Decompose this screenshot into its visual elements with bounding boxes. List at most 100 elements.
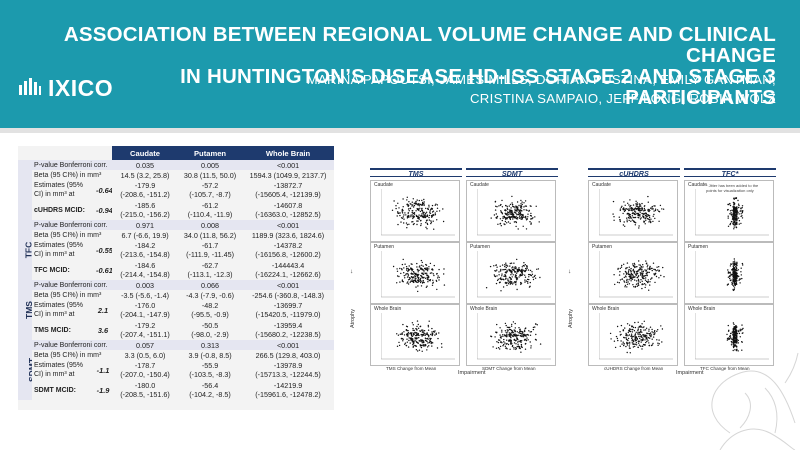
scatter-point — [496, 323, 498, 326]
scatter-point — [735, 216, 737, 218]
pvalue-cell: 0.008 — [178, 220, 243, 230]
scatter-point — [730, 263, 732, 265]
scatter-point — [740, 267, 742, 269]
estimate-ci: (-105.7, -8.7) — [189, 190, 231, 199]
scatter-point — [628, 273, 631, 275]
scatter-point — [435, 333, 437, 335]
scatter-point — [630, 335, 633, 337]
scatter-point — [637, 333, 639, 335]
scatter-point — [508, 205, 510, 207]
scatter-point — [504, 278, 507, 280]
scatter-point — [503, 341, 505, 343]
scatter-point — [511, 270, 513, 272]
scatter-point — [511, 283, 514, 285]
scatter-point — [638, 335, 640, 338]
scatter-point — [642, 343, 645, 346]
scatter-point — [525, 335, 527, 337]
scatter-point — [510, 216, 512, 219]
scatter-point — [616, 337, 619, 340]
scatter-point — [641, 348, 643, 350]
scatter-point — [524, 276, 527, 278]
scatter-point — [399, 333, 401, 335]
scatter-point — [407, 208, 410, 210]
scatter-point — [634, 334, 636, 337]
scatter-point — [495, 282, 498, 285]
scatter-point — [729, 210, 732, 212]
scatter-point — [416, 273, 419, 276]
scatter-point — [421, 199, 423, 202]
scatter-point — [639, 203, 641, 206]
scatter-point — [427, 275, 430, 277]
scatter-point — [640, 205, 642, 207]
scatter-point — [396, 282, 398, 284]
scatter-point — [734, 269, 737, 271]
scatter-point — [648, 342, 650, 344]
beta-cell: 1189.9 (323.6, 1824.6) — [251, 230, 325, 240]
scatter-panel: Caudate — [466, 180, 556, 242]
scatter-point — [426, 215, 429, 217]
scatter-point — [417, 277, 420, 280]
scatter-point — [406, 199, 408, 201]
scatter-point — [398, 341, 400, 344]
scatter-point — [510, 343, 512, 345]
scatter-point — [620, 266, 623, 268]
scatter-point — [432, 273, 434, 275]
scatter-point — [734, 327, 736, 330]
pvalue-cell: 0.313 — [178, 340, 243, 350]
scatter-point — [402, 323, 404, 326]
scatter-point — [647, 264, 649, 266]
scatter-point — [736, 339, 738, 341]
scatter-point — [634, 211, 637, 213]
scatter-point — [613, 340, 616, 342]
scatter-point — [513, 348, 515, 350]
scatter-point — [397, 211, 399, 213]
scatter-point — [517, 206, 519, 208]
scatter-point — [410, 280, 412, 282]
scatter-point — [655, 270, 657, 272]
scatter-point — [646, 340, 648, 343]
scatter-point — [520, 351, 522, 353]
estimate-cell: -61.2 (-110.4, -11.9) — [178, 200, 242, 220]
scatter-point — [425, 220, 428, 222]
scatter-point — [505, 204, 507, 207]
scatter-point — [493, 214, 496, 216]
scatter-point — [420, 280, 422, 282]
scatter-point — [501, 275, 503, 277]
scatter-point — [407, 335, 409, 337]
scatter-point — [631, 337, 633, 340]
scatter-point — [629, 214, 631, 216]
scatter-point — [511, 342, 513, 345]
scatter-point — [629, 343, 631, 345]
scatter-point — [510, 274, 512, 276]
panel-region-label: Whole Brain — [592, 306, 620, 312]
scatter-point — [517, 207, 519, 210]
scatter-point — [411, 210, 413, 212]
scatter-point — [639, 215, 641, 217]
scatter-point — [490, 217, 492, 219]
estimate-value: -57.2 — [201, 181, 219, 190]
scatter-point — [649, 220, 651, 222]
beta-cell: -3.5 (-5.6, -1.4) — [121, 290, 169, 300]
scatter-point — [741, 341, 743, 343]
scatter-point — [642, 277, 644, 279]
scatter-point — [494, 209, 497, 211]
estimate-cell: -14219.9 (-15961.6, -12478.2) — [242, 380, 334, 400]
scatter-point — [404, 263, 406, 265]
header-divider — [0, 128, 800, 133]
scatter-point — [734, 222, 737, 224]
beta-row: Beta (95 CI%) in mm³ 3.3 (0.5, 6.0) 3.9 (-… — [18, 350, 334, 360]
scatter-point — [412, 198, 414, 200]
scatter-point — [626, 351, 628, 354]
beta-label: Beta (95 CI%) in mm³ — [34, 231, 102, 239]
scatter-point — [625, 337, 627, 339]
scatter-point — [623, 210, 626, 213]
scatter-point — [511, 195, 513, 198]
scatter-point — [530, 222, 532, 224]
scatter-point — [657, 342, 659, 344]
scatter-point — [644, 205, 646, 207]
scatter-point — [635, 274, 637, 277]
scatter-point — [727, 324, 729, 327]
scatter-point — [658, 269, 661, 272]
scatter-point — [524, 334, 526, 336]
scatter-point — [632, 207, 634, 210]
